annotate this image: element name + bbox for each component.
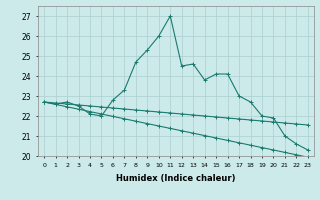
X-axis label: Humidex (Indice chaleur): Humidex (Indice chaleur) <box>116 174 236 183</box>
